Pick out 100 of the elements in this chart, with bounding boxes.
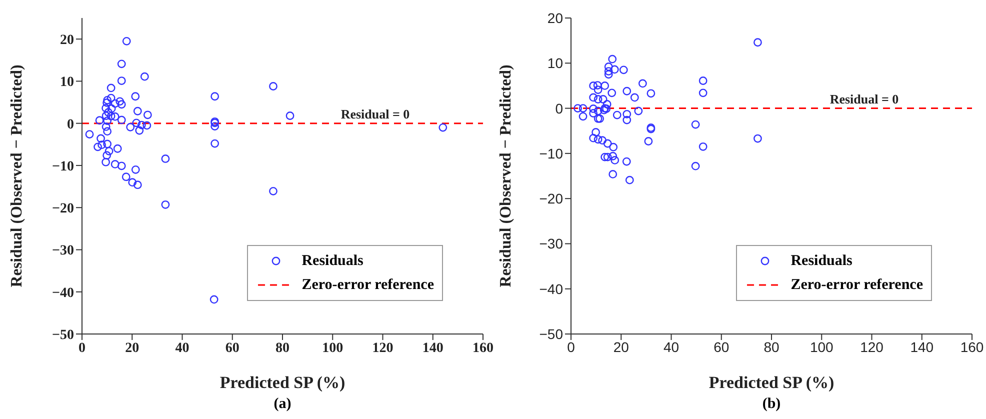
y-tick-label: 0: [555, 100, 564, 116]
x-tick-label: 80: [764, 338, 780, 355]
x-tick-label: 140: [422, 340, 444, 356]
point: [143, 110, 152, 120]
point: [102, 112, 110, 120]
point: [104, 146, 114, 156]
y-tick-label: 20: [547, 10, 564, 26]
point: [131, 92, 140, 101]
point: [630, 93, 639, 102]
point: [600, 82, 610, 90]
point: [754, 38, 762, 47]
point: [210, 139, 220, 148]
point: [102, 158, 110, 166]
point: [598, 95, 608, 104]
annotation: Residual = 0: [340, 106, 410, 122]
point: [94, 142, 102, 152]
text: (a): [272, 396, 292, 413]
point: [578, 104, 588, 112]
point: [117, 60, 126, 68]
point: [122, 36, 131, 46]
y-tick-label: −30: [539, 236, 564, 252]
point: [161, 154, 170, 163]
point: [104, 108, 113, 117]
y-tick-label: 20: [60, 33, 74, 48]
point: [135, 126, 144, 135]
point: [608, 170, 618, 178]
point: [698, 142, 708, 151]
y-tick-label: −50: [52, 328, 74, 343]
point: [754, 134, 762, 143]
point: [106, 112, 116, 120]
point: [210, 295, 218, 304]
point: [619, 66, 628, 74]
point: [589, 104, 598, 113]
point: [603, 139, 612, 148]
y-tick-label: −20: [539, 190, 564, 207]
point: [622, 157, 631, 166]
point: [107, 104, 116, 113]
point: [612, 110, 622, 120]
x-tick-label: 20: [613, 338, 630, 355]
y-axis-title: Residual (Observed − Predicted): [498, 64, 515, 288]
point: [603, 152, 612, 162]
point: [269, 186, 278, 196]
point: [604, 67, 613, 76]
point: [133, 180, 142, 190]
y-tick-label: 0: [67, 117, 74, 132]
x-tick-label: 120: [372, 340, 394, 356]
x-tick-label: 40: [663, 338, 680, 355]
point: [691, 120, 700, 129]
x-tick-label: 0: [78, 340, 86, 356]
point: [102, 98, 112, 107]
point: [142, 121, 152, 130]
point: [110, 99, 120, 108]
point: [98, 140, 106, 150]
legend-label: Residuals: [302, 252, 364, 270]
point: [95, 116, 104, 125]
point: [126, 122, 135, 132]
point: [609, 142, 618, 152]
x-tick-label: 0: [567, 338, 576, 355]
x-axis-title: Predicted SP (%): [708, 373, 834, 392]
point: [113, 144, 122, 153]
x-tick-label: 140: [910, 338, 934, 355]
x-axis-title: Predicted SP (%): [220, 373, 346, 392]
point: [625, 176, 634, 184]
point: [269, 82, 278, 90]
point: [103, 140, 112, 148]
point: [608, 88, 616, 98]
point: [96, 134, 105, 143]
y-axis-title: Residual (Observed − Predicted): [8, 64, 26, 288]
point: [589, 93, 598, 102]
point: [594, 106, 602, 116]
y-tick-label: 10: [60, 75, 74, 90]
point: [131, 165, 140, 174]
point: [600, 106, 608, 114]
legend-label: Zero-error reference: [302, 276, 434, 294]
point: [691, 162, 700, 170]
y-tick-label: −20: [52, 202, 74, 217]
point: [622, 110, 632, 118]
point: [622, 116, 632, 124]
point: [133, 106, 142, 116]
x-tick-label: 160: [472, 340, 494, 356]
point: [594, 114, 602, 123]
y-tick-label: 10: [547, 55, 564, 72]
point: [286, 112, 294, 120]
point: [592, 128, 600, 136]
legend-label: Zero-error reference: [790, 276, 923, 294]
point: [574, 104, 582, 112]
point: [596, 114, 604, 123]
point: [608, 54, 617, 64]
x-tick-label: 20: [125, 340, 140, 356]
y-tick-label: −10: [539, 145, 564, 162]
point: [594, 135, 602, 144]
point: [589, 82, 598, 90]
x-tick-label: 60: [714, 338, 730, 355]
point: [116, 97, 124, 106]
point: [85, 130, 94, 138]
point: [594, 86, 602, 94]
point: [106, 84, 116, 92]
x-tick-label: 160: [960, 338, 984, 355]
point: [578, 112, 588, 121]
point: [600, 152, 610, 162]
